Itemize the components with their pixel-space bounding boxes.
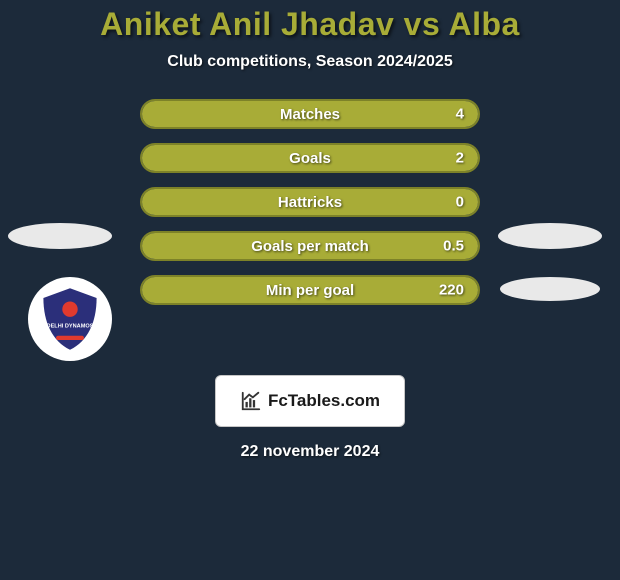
right-player-ellipse-2 — [500, 277, 600, 301]
stat-value: 2 — [456, 150, 464, 167]
stat-value: 0 — [456, 194, 464, 211]
stat-bar: Min per goal 220 — [140, 275, 480, 305]
stat-label: Matches — [280, 106, 340, 123]
stat-label: Goals — [289, 150, 331, 167]
stat-label: Hattricks — [278, 194, 342, 211]
chart-icon — [240, 390, 262, 412]
stat-label: Min per goal — [266, 282, 354, 299]
date-text: 22 november 2024 — [241, 443, 380, 461]
page-title: Aniket Anil Jhadav vs Alba — [100, 6, 520, 43]
stat-bar: Matches 4 — [140, 99, 480, 129]
stat-value: 220 — [439, 282, 464, 299]
content-root: Aniket Anil Jhadav vs Alba Club competit… — [0, 0, 620, 580]
source-brand: FcTables.com — [268, 391, 380, 411]
source-badge[interactable]: FcTables.com — [215, 375, 405, 427]
stat-bars: Matches 4 Goals 2 Hattricks 0 Goals per match 0… — [140, 99, 480, 305]
comparison-stage: DELHI DYNAMOS Matches 4 Goals 2 Hattricks 0 Go… — [0, 99, 620, 349]
stat-bar: Goals 2 — [140, 143, 480, 173]
right-player-ellipse-1 — [498, 223, 602, 249]
svg-text:DELHI DYNAMOS: DELHI DYNAMOS — [47, 323, 94, 329]
subtitle: Club competitions, Season 2024/2025 — [167, 53, 452, 71]
stat-value: 4 — [456, 106, 464, 123]
left-player-ellipse — [8, 223, 112, 249]
stat-label: Goals per match — [251, 238, 369, 255]
club-crest-icon: DELHI DYNAMOS — [35, 284, 105, 354]
stat-value: 0.5 — [443, 238, 464, 255]
stat-bar: Hattricks 0 — [140, 187, 480, 217]
stat-bar: Goals per match 0.5 — [140, 231, 480, 261]
left-player-avatar: DELHI DYNAMOS — [28, 277, 112, 361]
